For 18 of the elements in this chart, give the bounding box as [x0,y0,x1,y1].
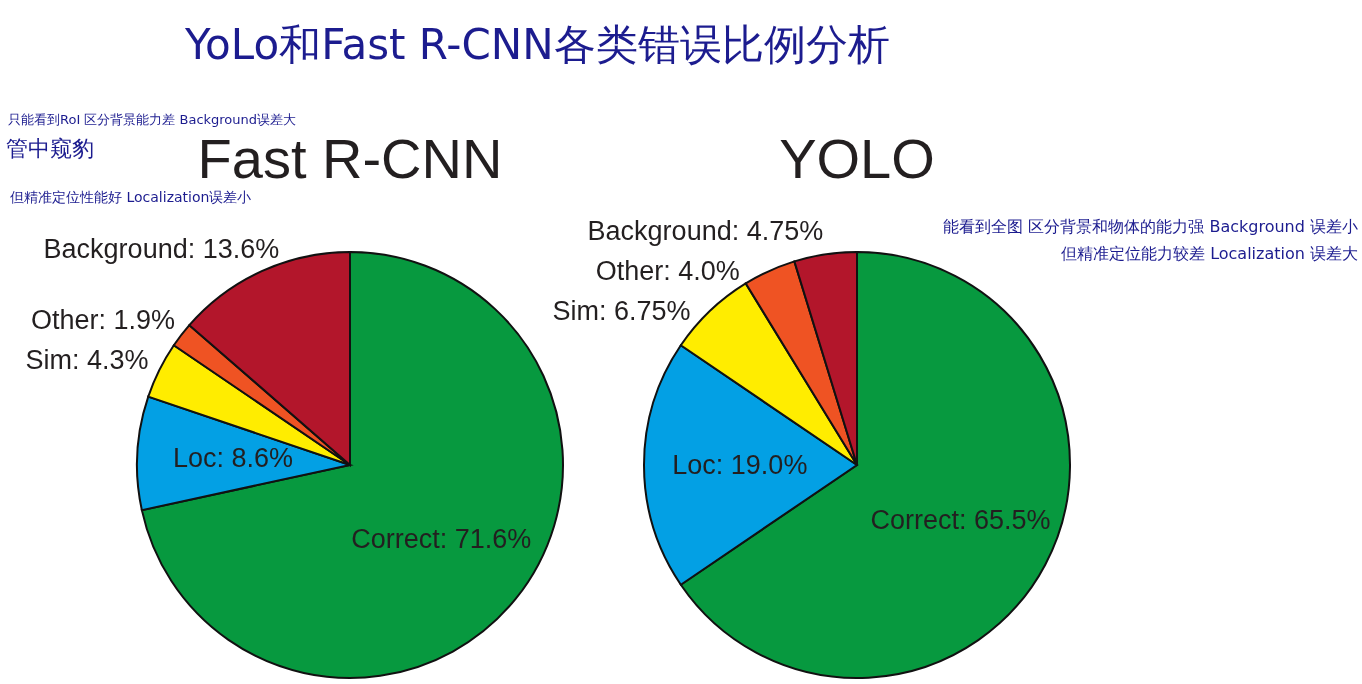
slice-label: Loc: 8.6% [173,443,294,474]
slice-label: Correct: 71.6% [351,523,532,554]
text: 管中窥豹 [6,136,94,163]
slice-label: Other: 4.0% [595,255,740,286]
slice-label: Background: 4.75% [587,215,824,246]
text: 只能看到RoI 区分背景能力差 Background误差大 [8,112,297,128]
slice-label: Other: 1.9% [30,305,176,336]
slice-label: Sim: 6.75% [552,295,691,326]
slice-label: Background: 13.6% [43,234,280,265]
chart-title: Fast R-CNN [196,127,504,190]
text: 但精准定位能力较差 Localization 误差大 [1061,244,1358,264]
text: YoLo和Fast R-CNN各类错误比例分析 [185,20,890,71]
slice-label: Loc: 19.0% [672,450,808,480]
slice-label: Correct: 65.5% [870,504,1051,535]
slice-label: Sim: 4.3% [25,345,149,376]
text: 能看到全图 区分背景和物体的能力强 Background 误差小 [943,217,1358,237]
text: 但精准定位性能好 Localization误差小 [10,189,252,206]
chart-title: YOLO [778,127,936,190]
